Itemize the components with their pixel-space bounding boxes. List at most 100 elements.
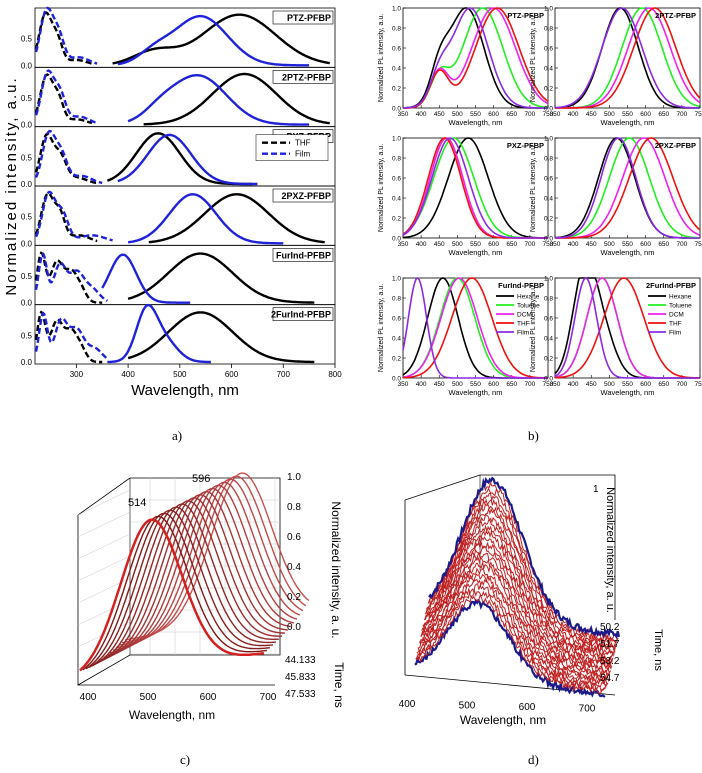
b-series-thf — [403, 277, 548, 379]
c-grid — [77, 489, 131, 516]
d-trace — [415, 589, 607, 693]
a-legend-label: Film — [295, 150, 310, 159]
b-frame-1 — [554, 7, 701, 109]
b-ylabel: Normalized PL intensity, a.u. — [530, 284, 537, 372]
c-xtick: 700 — [260, 692, 277, 703]
b-xtick: 700 — [524, 241, 535, 248]
b-xtick: 400 — [568, 111, 579, 118]
b-panel-label: 2PTZ-PFBP — [655, 11, 696, 20]
c-trace — [88, 509, 273, 669]
b-xtick: 500 — [452, 381, 463, 388]
d-trace — [418, 566, 610, 682]
b-xtick: 750 — [543, 241, 554, 248]
b-xtick: 700 — [524, 381, 535, 388]
b-xlabel: Wavelength, nm — [449, 388, 503, 397]
c-ytick: 44.133 — [285, 655, 316, 666]
b-ytick: 1.0 — [392, 136, 401, 143]
a-series-film-em — [107, 303, 211, 364]
c-ylabel: Time, ns — [332, 662, 346, 708]
c-ztick: 1.0 — [287, 472, 301, 483]
c-trace — [97, 500, 282, 663]
a-ytick: 0.5 — [21, 153, 33, 162]
b-ytick: 1.0 — [392, 276, 401, 283]
b-ytick: 0.8 — [544, 296, 553, 303]
b-xtick: 600 — [640, 381, 651, 388]
c-trace — [109, 487, 295, 654]
c-trace — [94, 503, 279, 665]
c-ztick: 0.4 — [287, 562, 301, 573]
b-ytick: 0.8 — [392, 296, 401, 303]
a-xtick: 800 — [328, 370, 342, 379]
c-trace — [112, 484, 298, 651]
a-series-film-abs — [34, 129, 103, 185]
c-grid — [77, 555, 131, 582]
b-ylabel: Normalized PL intensity, a.u. — [378, 14, 385, 102]
b-ylabel: Normalized PL intensity, a.u. — [530, 144, 537, 232]
b-ytick: 0.2 — [544, 216, 553, 223]
b-xtick: 350 — [550, 381, 561, 388]
d-trace — [417, 579, 608, 686]
b-xtick: 450 — [586, 111, 597, 118]
chart-b: 0.0 0.2 0.4 0.6 0.8 1.0 350 400 450 500 550 600 650 7… — [378, 6, 702, 398]
a-series-thf-em — [112, 13, 331, 65]
b-series-toluene — [555, 7, 700, 109]
b-xtick: 550 — [622, 241, 633, 248]
b-ytick: 0.2 — [392, 356, 401, 363]
d-xtick: 700 — [579, 704, 596, 715]
a-panel-label: 2PTZ-PFBP — [282, 72, 331, 82]
a-ylabel: Normalized intensity, a.u. — [3, 76, 20, 295]
b-xtick: 650 — [506, 381, 517, 388]
a-label-box — [272, 10, 334, 25]
b-ytick: 0.8 — [544, 156, 553, 163]
a-label-box — [272, 70, 334, 84]
b-series-dcm — [555, 7, 701, 109]
b-xtick: 350 — [398, 381, 409, 388]
a-ytick: 0.5 — [21, 35, 33, 44]
c-trace — [115, 481, 301, 649]
a-ytick: 0.5 — [21, 331, 33, 340]
d-ylabel: Time, ns — [652, 629, 664, 671]
c-trace — [82, 515, 267, 671]
b-ytick: 0.2 — [544, 86, 553, 93]
a-xtick: 500 — [173, 370, 187, 379]
b-ytick: 1.0 — [544, 276, 553, 283]
a-series-film-abs — [34, 311, 109, 360]
a-series-thf-abs — [34, 11, 93, 65]
b-xtick: 650 — [658, 111, 669, 118]
c-trace — [91, 506, 276, 667]
a-series-film-em — [117, 133, 258, 186]
b-series-toluene — [555, 137, 700, 239]
b-xtick: 400 — [568, 241, 579, 248]
a-ytick: 0.0 — [21, 239, 33, 248]
a-series-thf-abs — [34, 192, 98, 243]
b-xtick: 500 — [452, 111, 463, 118]
b-ylabel: Normalized PL intensity, a.u. — [378, 284, 385, 372]
b-ytick: 1.0 — [544, 6, 553, 13]
a-series-film-abs — [34, 6, 98, 65]
c-trace — [100, 497, 285, 661]
a-series-thf-abs — [34, 132, 98, 185]
b-ytick: 0.0 — [544, 236, 553, 243]
b-ytick: 0.6 — [392, 316, 401, 323]
d-ytick: 54.7 — [600, 673, 620, 684]
b-xtick: 450 — [434, 381, 445, 388]
b-series-thf — [555, 137, 701, 239]
caption-b: b) — [528, 428, 539, 443]
b-legend-label: Toluene — [517, 303, 540, 310]
a-ytick: 0.0 — [21, 180, 33, 189]
b-xlabel: Wavelength, nm — [601, 248, 655, 257]
b-xtick: 400 — [416, 111, 427, 118]
d-xtick: 400 — [399, 699, 416, 710]
c-xlabel: Wavelength, nm — [129, 708, 215, 722]
c-ztick: 0.0 — [287, 622, 301, 633]
a-label-box — [272, 248, 334, 262]
a-series-thf-abs — [34, 73, 93, 125]
a-ytick: 0.0 — [21, 121, 33, 130]
b-ytick: 0.4 — [392, 336, 401, 343]
b-legend-label: Film — [669, 330, 681, 337]
a-xlabel: Wavelength, nm — [131, 382, 239, 399]
b-xtick: 750 — [543, 381, 554, 388]
b-ylabel: Normalized PL intensity, a.u. — [378, 144, 385, 232]
b-series-film — [554, 277, 700, 379]
b-series-hexane — [554, 137, 700, 239]
